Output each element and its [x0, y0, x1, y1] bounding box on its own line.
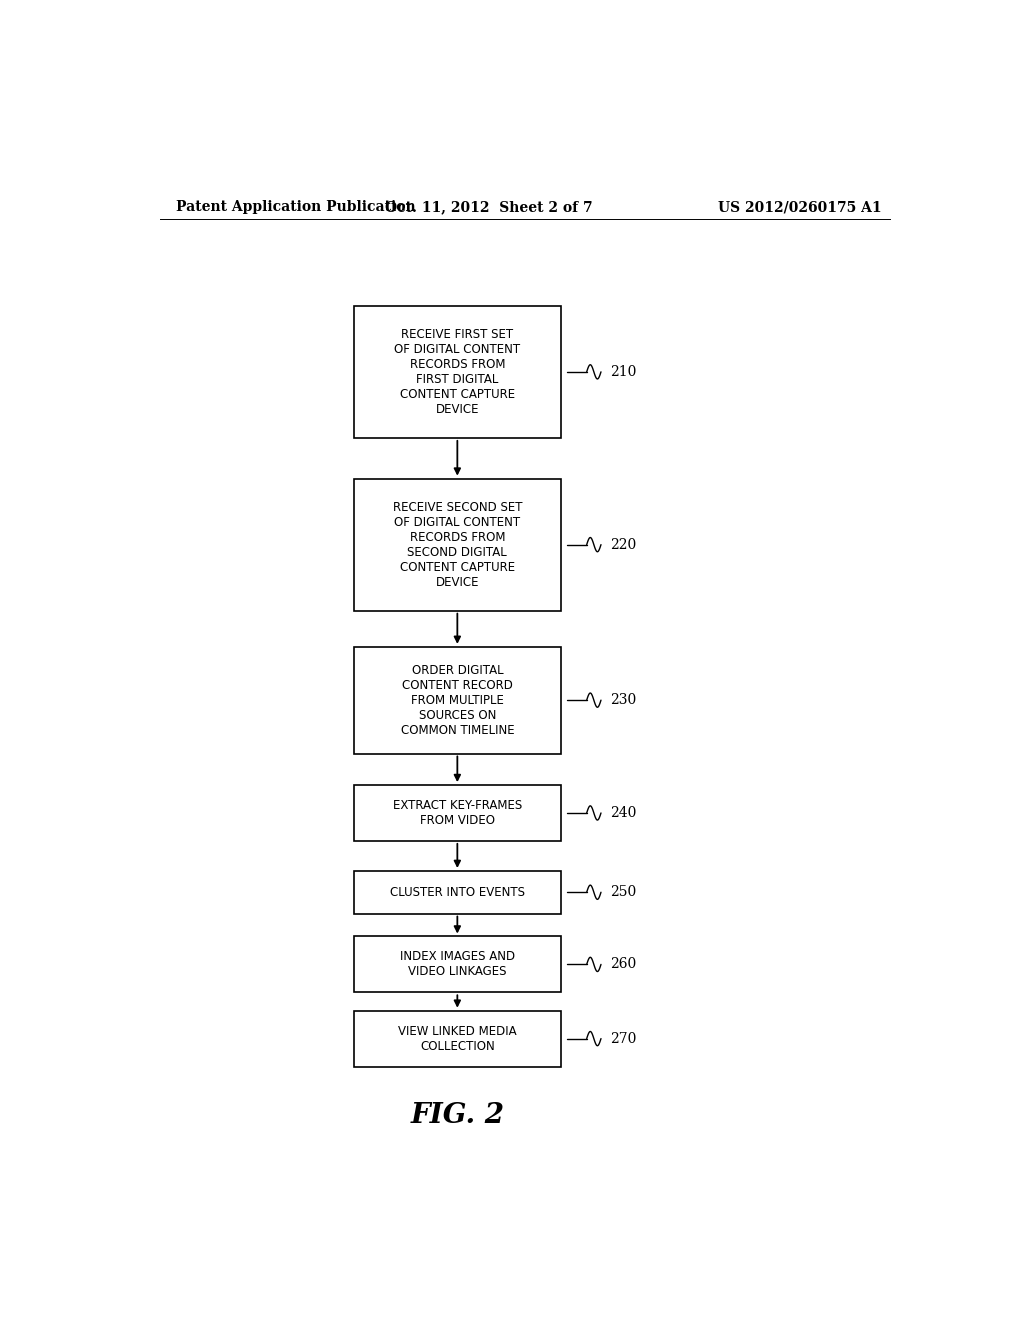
Text: EXTRACT KEY-FRAMES
FROM VIDEO: EXTRACT KEY-FRAMES FROM VIDEO	[393, 799, 522, 826]
Text: 250: 250	[610, 886, 637, 899]
Bar	[354, 871, 560, 913]
Text: Patent Application Publication: Patent Application Publication	[176, 201, 416, 214]
Text: FIG. 2: FIG. 2	[411, 1102, 505, 1130]
Text: ORDER DIGITAL
CONTENT RECORD
FROM MULTIPLE
SOURCES ON
COMMON TIMELINE: ORDER DIGITAL CONTENT RECORD FROM MULTIP…	[400, 664, 514, 737]
Bar	[354, 306, 560, 438]
Text: CLUSTER INTO EVENTS: CLUSTER INTO EVENTS	[390, 886, 525, 899]
Bar	[354, 785, 560, 841]
Bar	[354, 936, 560, 993]
Text: 240: 240	[610, 807, 637, 820]
Text: 220: 220	[610, 537, 637, 552]
Bar	[354, 479, 560, 611]
Text: RECEIVE FIRST SET
OF DIGITAL CONTENT
RECORDS FROM
FIRST DIGITAL
CONTENT CAPTURE
: RECEIVE FIRST SET OF DIGITAL CONTENT REC…	[394, 327, 520, 416]
Text: Oct. 11, 2012  Sheet 2 of 7: Oct. 11, 2012 Sheet 2 of 7	[385, 201, 593, 214]
Text: INDEX IMAGES AND
VIDEO LINKAGES: INDEX IMAGES AND VIDEO LINKAGES	[399, 950, 515, 978]
Text: 260: 260	[610, 957, 637, 972]
Text: 270: 270	[610, 1032, 637, 1045]
Text: RECEIVE SECOND SET
OF DIGITAL CONTENT
RECORDS FROM
SECOND DIGITAL
CONTENT CAPTUR: RECEIVE SECOND SET OF DIGITAL CONTENT RE…	[392, 500, 522, 589]
Text: US 2012/0260175 A1: US 2012/0260175 A1	[718, 201, 882, 214]
Bar	[354, 647, 560, 754]
Text: 210: 210	[610, 364, 637, 379]
Bar	[354, 1011, 560, 1067]
Text: VIEW LINKED MEDIA
COLLECTION: VIEW LINKED MEDIA COLLECTION	[398, 1024, 517, 1052]
Text: 230: 230	[610, 693, 637, 708]
